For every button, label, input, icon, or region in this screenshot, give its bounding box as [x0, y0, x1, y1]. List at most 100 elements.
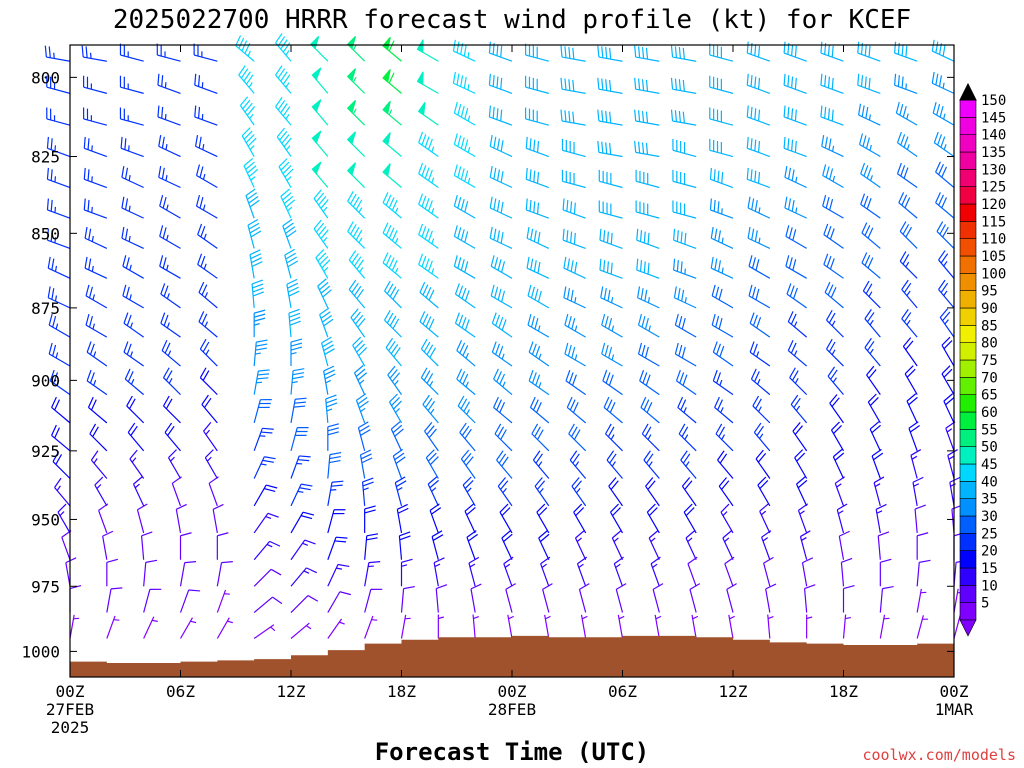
colorbar-swatch	[959, 342, 977, 361]
barb-half	[438, 616, 444, 620]
barb-full	[709, 198, 712, 210]
barb-full	[217, 532, 229, 537]
barb-full	[460, 137, 465, 149]
barb-full	[897, 75, 900, 87]
barb-full	[501, 507, 511, 517]
barb-full	[717, 201, 720, 213]
barb-full	[610, 480, 619, 490]
barb-full	[648, 507, 658, 517]
barb-full	[754, 139, 757, 152]
barb-half	[650, 537, 656, 543]
wind-barb	[935, 192, 955, 219]
barb-full	[826, 226, 832, 238]
barb-half	[757, 406, 762, 412]
wind-barb	[85, 284, 108, 309]
wind-barb	[121, 166, 144, 189]
barb-full	[283, 195, 294, 205]
wind-barb	[94, 476, 108, 507]
barb-full	[609, 111, 612, 124]
wind-barb	[746, 41, 771, 62]
wind-barb	[790, 394, 808, 424]
barb-half	[758, 207, 761, 214]
barb-full	[755, 398, 762, 410]
barb-full	[163, 285, 169, 297]
wind-barb	[89, 423, 108, 452]
wind-barb	[709, 138, 734, 158]
wind-barb	[799, 530, 811, 560]
barb-full	[611, 530, 622, 539]
wind-barb	[253, 339, 268, 367]
barb-full	[280, 39, 288, 50]
wind-barb	[387, 365, 402, 395]
barb-full	[783, 105, 786, 117]
barb-full	[938, 164, 944, 175]
barb-full	[83, 136, 86, 149]
barb-full	[754, 76, 757, 88]
barb-full	[895, 101, 900, 114]
colorbar-label: 120	[981, 197, 1006, 213]
wind-barb	[124, 368, 145, 396]
barb-full	[322, 289, 332, 298]
barb-staff	[364, 535, 368, 560]
barb-full	[188, 589, 201, 592]
barb-full	[935, 192, 941, 203]
barb-half	[203, 233, 207, 240]
barb-full	[241, 40, 248, 52]
barb-staff	[400, 588, 405, 613]
wind-barb	[599, 228, 623, 249]
barb-staff	[86, 380, 108, 396]
barb-full	[323, 318, 334, 327]
colorbar-label: 60	[981, 405, 998, 421]
wind-barb	[179, 560, 197, 587]
barb-full	[794, 77, 797, 90]
barb-full	[864, 309, 872, 320]
wind-barb	[420, 367, 439, 396]
colorbar-swatch	[959, 377, 977, 395]
barb-half	[297, 490, 304, 493]
wind-barb	[709, 167, 734, 189]
wind-barb	[749, 312, 771, 338]
wind-barb	[609, 503, 624, 534]
barb-full	[321, 259, 331, 269]
wind-barb	[348, 250, 366, 279]
wind-barb	[787, 339, 808, 367]
wind-barb	[761, 530, 772, 560]
barb-full	[48, 313, 53, 326]
barb-full	[199, 338, 207, 350]
wind-barb	[931, 71, 955, 94]
barb-full	[943, 393, 953, 402]
barb-staff	[195, 145, 218, 158]
barb-full	[194, 105, 197, 117]
barb-full	[684, 232, 687, 245]
wind-barb	[858, 133, 881, 158]
colorbar-label: 85	[981, 318, 998, 334]
wind-barb	[352, 336, 368, 367]
barb-full	[392, 289, 400, 300]
wind-barb	[526, 226, 550, 249]
barb-full	[607, 289, 611, 302]
wind-barb	[747, 196, 771, 219]
wind-barb	[683, 503, 697, 534]
barb-full	[269, 540, 281, 547]
wind-barb	[46, 167, 71, 189]
wind-barb	[714, 396, 734, 424]
barb-full	[48, 342, 53, 355]
barb-full	[539, 533, 550, 543]
barb-full	[566, 396, 573, 408]
barb-full	[466, 530, 477, 538]
wind-barb	[364, 615, 378, 639]
colorbar-bottom-arrow	[959, 619, 977, 637]
barb-half	[795, 176, 798, 183]
barb-full	[746, 136, 749, 149]
barb-full	[51, 396, 57, 408]
barb-full	[262, 427, 274, 430]
barb-half	[465, 381, 469, 388]
barb-half	[291, 381, 298, 384]
barb-full	[242, 99, 251, 110]
barb-staff	[501, 537, 513, 561]
barb-full	[424, 422, 433, 432]
barb-half	[249, 145, 255, 151]
barb-full	[459, 371, 466, 383]
barb-staff	[433, 562, 439, 587]
barb-full	[319, 255, 329, 265]
